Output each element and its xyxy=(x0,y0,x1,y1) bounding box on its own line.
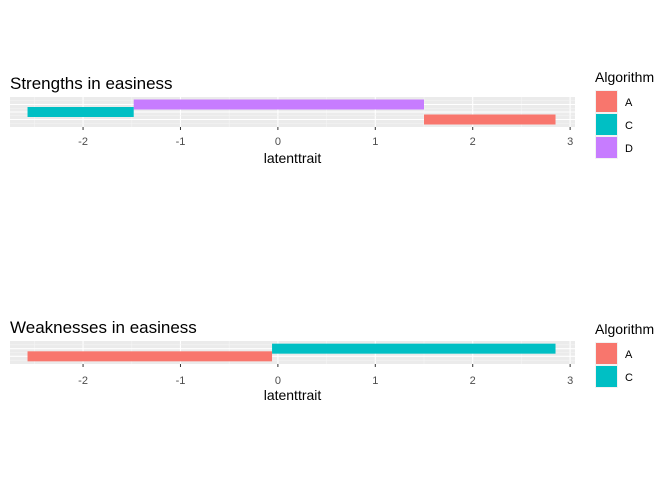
x-tick-label: -1 xyxy=(176,136,186,148)
segment-bar-C xyxy=(272,344,555,354)
x-tick-label: -1 xyxy=(176,375,186,387)
x-tick-label: 3 xyxy=(567,375,573,387)
x-axis-label: latenttrait xyxy=(264,150,322,166)
x-tick-label: -2 xyxy=(78,136,88,148)
legend: Algorithm AC xyxy=(595,321,654,388)
legend-label: D xyxy=(625,143,633,155)
chart-title: Strengths in easiness xyxy=(10,74,173,93)
x-tick-label: 1 xyxy=(372,375,378,387)
legend-swatch-A xyxy=(596,91,617,112)
legend-title: Algorithm xyxy=(595,69,654,85)
segment-bar-D xyxy=(134,100,424,110)
x-tick-label: 0 xyxy=(275,136,281,148)
chart-panel-2: Weaknesses in easiness -2 -1 0 1 2 3 latenttrai… xyxy=(10,318,654,403)
legend-label: A xyxy=(625,97,633,109)
chart-panel-1: Strengths in easiness -2 -1 0 1 2 3 latenttrait… xyxy=(10,69,654,166)
legend-title: Algorithm xyxy=(595,321,654,337)
legend: Algorithm ACD xyxy=(595,69,654,159)
legend-swatch-A xyxy=(596,343,617,364)
x-tick-label: 1 xyxy=(372,136,378,148)
segment-bar-C xyxy=(28,107,134,117)
legend-swatch-D xyxy=(596,137,617,158)
x-axis-label: latenttrait xyxy=(264,387,322,403)
legend-swatch-C xyxy=(596,366,617,387)
x-tick-label: 2 xyxy=(470,375,476,387)
x-tick-label: -2 xyxy=(78,375,88,387)
x-tick-label: 0 xyxy=(275,375,281,387)
x-tick-label: 3 xyxy=(567,136,573,148)
segment-bar-A xyxy=(28,351,273,361)
legend-label: A xyxy=(625,349,633,361)
x-tick-label: 2 xyxy=(470,136,476,148)
legend-label: C xyxy=(625,120,633,132)
legend-label: C xyxy=(625,372,633,384)
segment-bar-A xyxy=(424,115,556,125)
chart-title: Weaknesses in easiness xyxy=(10,318,197,337)
legend-swatch-C xyxy=(596,114,617,135)
